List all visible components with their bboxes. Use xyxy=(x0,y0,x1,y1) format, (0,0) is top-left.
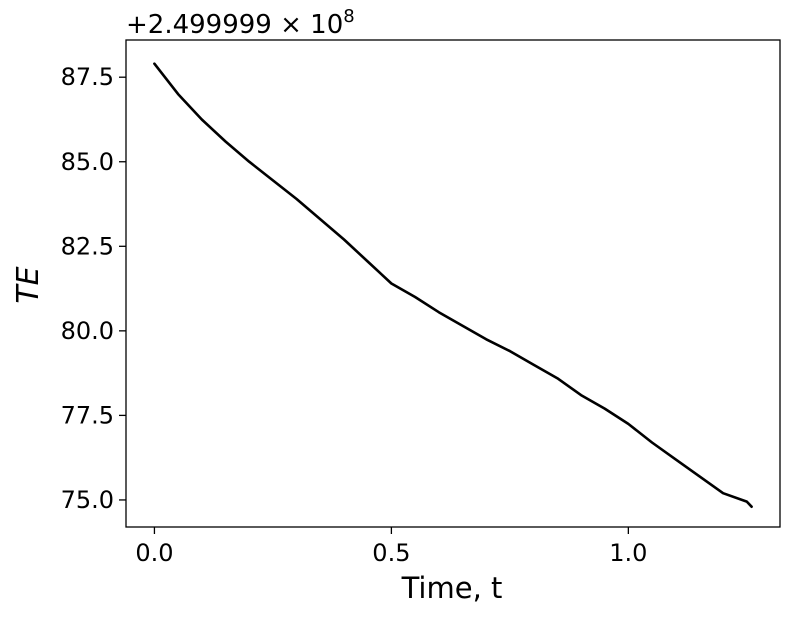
plot-frame xyxy=(125,39,781,528)
y-tick-label: 82.5 xyxy=(61,232,114,260)
series-line xyxy=(153,62,753,509)
y-axis-label: TE xyxy=(11,266,46,303)
y-tick-label: 80.0 xyxy=(61,317,114,345)
x-tick-label: 0.0 xyxy=(135,539,173,567)
x-tick-label: 1.0 xyxy=(609,539,647,567)
offset-prefix: +2.499999 × 10 xyxy=(126,10,343,40)
series-layer xyxy=(153,62,753,509)
x-tick-label: 0.5 xyxy=(372,539,410,567)
y-tick-label: 75.0 xyxy=(61,486,114,514)
axis-ticks: 0.0 0.5 1.0 75.0 77.5 80.0 82.5 85.0 87.5 xyxy=(61,63,648,567)
y-tick-label: 85.0 xyxy=(61,148,114,176)
offset-text: +2.499999 × 108 xyxy=(126,6,355,40)
y-tick-label: 87.5 xyxy=(61,63,114,91)
offset-exponent: 8 xyxy=(343,6,354,27)
x-axis-label: Time, t xyxy=(401,571,503,605)
y-tick-label: 77.5 xyxy=(61,401,114,429)
